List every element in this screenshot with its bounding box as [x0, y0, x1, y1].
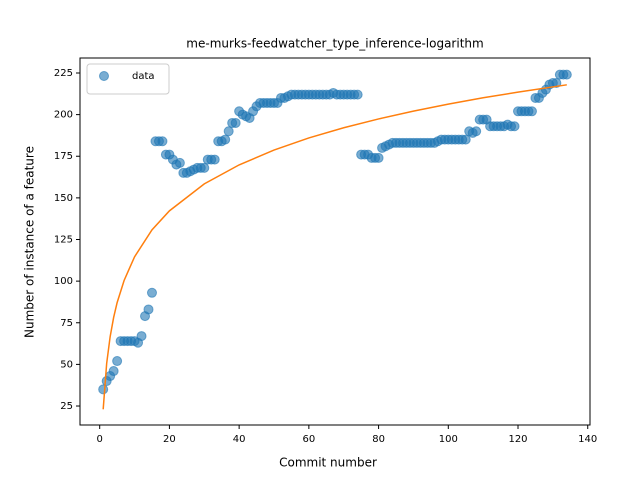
legend-label: data [132, 71, 155, 82]
data-point [220, 134, 231, 145]
data-point [108, 366, 119, 377]
y-tick-label: 50 [60, 359, 73, 370]
x-tick-label: 0 [97, 434, 103, 445]
data-point [174, 157, 185, 168]
data-point [230, 117, 241, 128]
x-tick-label: 120 [508, 434, 527, 445]
data-point [146, 287, 157, 298]
data-point [509, 121, 520, 132]
data-point [352, 89, 363, 100]
data-point [526, 106, 537, 117]
y-tick-label: 200 [54, 110, 73, 121]
y-tick-label: 75 [60, 318, 73, 329]
data-point [561, 69, 572, 80]
y-tick-label: 25 [60, 401, 73, 412]
data-point [112, 356, 123, 367]
x-tick-label: 20 [163, 434, 176, 445]
x-tick-label: 80 [372, 434, 385, 445]
data-point [471, 126, 482, 137]
data-point [460, 134, 471, 145]
chart-title: me-murks-feedwatcher_type_inference-loga… [186, 37, 483, 51]
data-point [157, 136, 168, 147]
x-tick-label: 40 [233, 434, 246, 445]
data-point [223, 126, 234, 137]
data-point [136, 331, 147, 342]
data-point [373, 152, 384, 163]
x-tick-label: 140 [578, 434, 597, 445]
y-tick-label: 225 [54, 68, 73, 79]
data-point [199, 162, 210, 173]
x-axis-label: Commit number [279, 456, 377, 470]
legend-box [86, 63, 170, 95]
y-tick-label: 125 [54, 235, 73, 246]
fit-line [102, 84, 567, 410]
data-point [143, 304, 154, 315]
y-tick-label: 100 [54, 276, 73, 287]
data-point [98, 384, 109, 395]
y-axis-label: Number of instance of a feature [23, 146, 37, 338]
data-point [209, 154, 220, 165]
legend-marker [99, 71, 109, 81]
data-point [551, 77, 562, 88]
y-tick-label: 150 [54, 193, 73, 204]
x-tick-label: 100 [439, 434, 458, 445]
y-tick-label: 175 [54, 151, 73, 162]
plot-frame [79, 57, 591, 426]
x-tick-label: 60 [302, 434, 315, 445]
